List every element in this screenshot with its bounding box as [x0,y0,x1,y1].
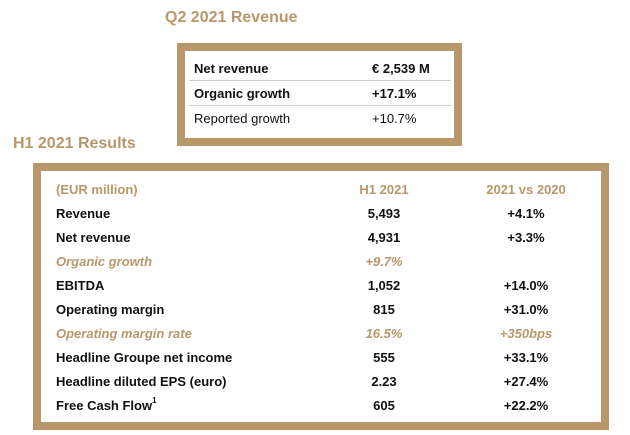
q2-row-organic-growth: Organic growth +17.1% [189,83,451,106]
h1-row-h1-2021: 4,931 [367,230,401,245]
h1-row-h1-2021: 1,052 [367,278,401,293]
h1-row-vs-2020: +3.3% [507,230,545,245]
h1-row-ebitda: EBITDA 1,052 +14.0% [41,274,601,298]
h1-row-h1-2021: 5,493 [367,206,401,221]
q2-row-label: Net revenue [194,61,269,76]
h1-row-label: Revenue [56,206,111,221]
h1-results-title: H1 2021 Results [13,135,136,152]
h1-results-table: (EUR million) H1 2021 2021 vs 2020 Reven… [33,163,609,430]
h1-row-label: Headline Groupe net income [56,350,233,365]
h1-header-col1: H1 2021 [359,182,409,197]
q2-row-label: Organic growth [194,86,291,101]
q2-row-value: +10.7% [372,111,417,126]
h1-row-operating-margin: Operating margin 815 +31.0% [41,298,601,322]
h1-row-vs-2020: +27.4% [503,374,549,389]
q2-revenue-title: Q2 2021 Revenue [165,9,298,26]
q2-row-value: € 2,539 M [372,61,430,76]
h1-row-label: Headline diluted EPS (euro) [56,374,227,389]
h1-row-vs-2020: +350bps [499,326,553,341]
h1-row-vs-2020: +31.0% [503,302,549,317]
h1-row-organic-growth: Organic growth +9.7% [41,250,601,274]
h1-row-label: Net revenue [56,230,131,245]
h1-row-vs-2020: +22.2% [503,398,549,413]
h1-row-headline-diluted-eps: Headline diluted EPS (euro) 2.23 +27.4% [41,370,601,394]
h1-header-row: (EUR million) H1 2021 2021 vs 2020 [41,178,601,202]
h1-row-label: Operating margin rate [56,326,192,341]
q2-revenue-table: Net revenue € 2,539 M Organic growth +17… [177,43,462,146]
h1-row-free-cash-flow: Free Cash Flow1 605 +22.2% [41,394,601,418]
q2-row-value: +17.1% [372,86,417,101]
h1-row-vs-2020: +14.0% [503,278,549,293]
h1-row-h1-2021: 16.5% [365,326,403,341]
h1-row-label: Free Cash Flow [56,398,153,413]
q2-row-net-revenue: Net revenue € 2,539 M [189,58,451,81]
h1-row-operating-margin-rate: Operating margin rate 16.5% +350bps [41,322,601,346]
h1-row-revenue: Revenue 5,493 +4.1% [41,202,601,226]
h1-row-h1-2021: 605 [373,398,395,413]
h1-header-label: (EUR million) [56,182,138,197]
h1-row-label: Operating margin [56,302,165,317]
h1-row-h1-2021: +9.7% [365,254,403,269]
h1-row-vs-2020: +33.1% [503,350,549,365]
footnote-marker: 1 [152,396,157,405]
h1-row-label: Organic growth [56,254,153,269]
h1-row-label: EBITDA [56,278,105,293]
q2-row-label: Reported growth [194,111,291,126]
h1-row-h1-2021: 815 [373,302,395,317]
h1-row-headline-net-income: Headline Groupe net income 555 +33.1% [41,346,601,370]
h1-row-vs-2020: +4.1% [507,206,545,221]
h1-header-col2: 2021 vs 2020 [486,182,566,197]
q2-row-reported-growth: Reported growth +10.7% [189,108,451,130]
h1-row-h1-2021: 2.23 [371,374,397,389]
h1-row-net-revenue: Net revenue 4,931 +3.3% [41,226,601,250]
h1-row-label-wrap: Free Cash Flow1 [56,394,157,418]
h1-row-h1-2021: 555 [373,350,395,365]
